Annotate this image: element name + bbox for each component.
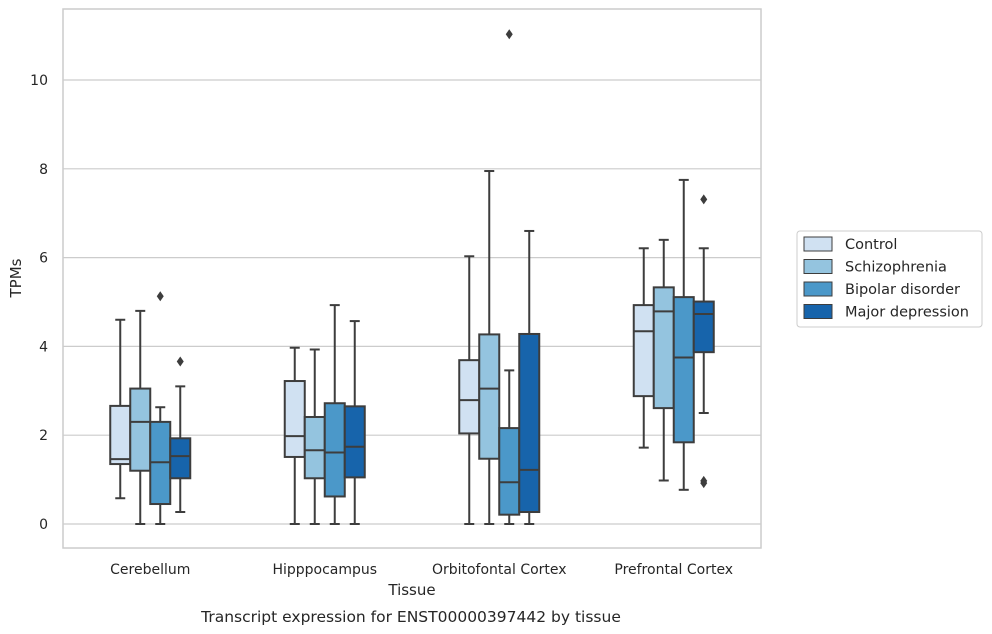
- y-tick-label: 4: [39, 339, 48, 355]
- y-tick-label: 8: [39, 162, 48, 178]
- box: [498, 427, 521, 516]
- y-tick-label: 0: [39, 517, 48, 533]
- box-plot: [129, 309, 152, 525]
- figure-caption: Transcript expression for ENST0000039744…: [200, 608, 621, 626]
- outlier-point: [700, 194, 708, 205]
- box: [169, 437, 192, 480]
- x-axis-label: Tissue: [387, 581, 435, 599]
- box-plot: [109, 318, 132, 500]
- outlier-point: [176, 356, 184, 367]
- y-tick-label: 2: [39, 428, 48, 444]
- y-tick-labels: 0 2 4 6 8 10: [30, 73, 48, 533]
- box-plot: [343, 320, 366, 525]
- box-plot: [478, 170, 501, 525]
- box: [283, 380, 306, 458]
- plot-frame: [62, 8, 762, 549]
- box: [303, 415, 326, 480]
- box: [632, 304, 655, 398]
- legend: Control Schizophrenia Bipolar disorder Majo…: [796, 230, 983, 328]
- legend-label: Schizophrenia: [845, 260, 947, 276]
- box: [692, 300, 715, 354]
- y-tick-label: 10: [30, 73, 48, 89]
- legend-label: Major depression: [845, 305, 969, 321]
- box: [343, 405, 366, 479]
- box-plot: [458, 255, 481, 525]
- x-tick-label: Cerebellum: [110, 562, 190, 578]
- x-tick-labels: Cerebellum Hipppocampus Orbitofontal Corte…: [110, 562, 733, 578]
- legend-label: Bipolar disorder: [845, 282, 960, 298]
- box: [652, 286, 675, 410]
- box-plot: [672, 178, 695, 491]
- box-plot: [518, 229, 541, 525]
- y-tick-label: 6: [39, 251, 48, 267]
- legend-swatch: [803, 281, 833, 297]
- outlier-point: [505, 29, 513, 40]
- x-tick-label: Hipppocampus: [272, 562, 377, 578]
- y-axis-label: TPMs: [7, 258, 25, 298]
- box: [672, 296, 695, 444]
- box-plot: [303, 348, 326, 525]
- legend-frame: [796, 230, 983, 328]
- outlier-point: [700, 475, 708, 486]
- box: [323, 402, 346, 498]
- legend-label: Control: [845, 237, 897, 253]
- boxes-layer: [109, 29, 715, 525]
- box: [458, 359, 481, 435]
- legend-swatch: [803, 236, 833, 252]
- box: [129, 387, 152, 472]
- box-plot: [169, 356, 192, 514]
- x-tick-label: Orbitofontal Cortex: [432, 562, 567, 578]
- legend-swatch: [803, 259, 833, 274]
- legend-swatch: [803, 304, 833, 319]
- box: [109, 404, 132, 466]
- box: [518, 332, 541, 514]
- outlier-point: [156, 291, 164, 302]
- box-plot: [692, 194, 715, 489]
- box: [478, 333, 501, 460]
- x-tick-label: Prefrontal Cortex: [614, 562, 733, 578]
